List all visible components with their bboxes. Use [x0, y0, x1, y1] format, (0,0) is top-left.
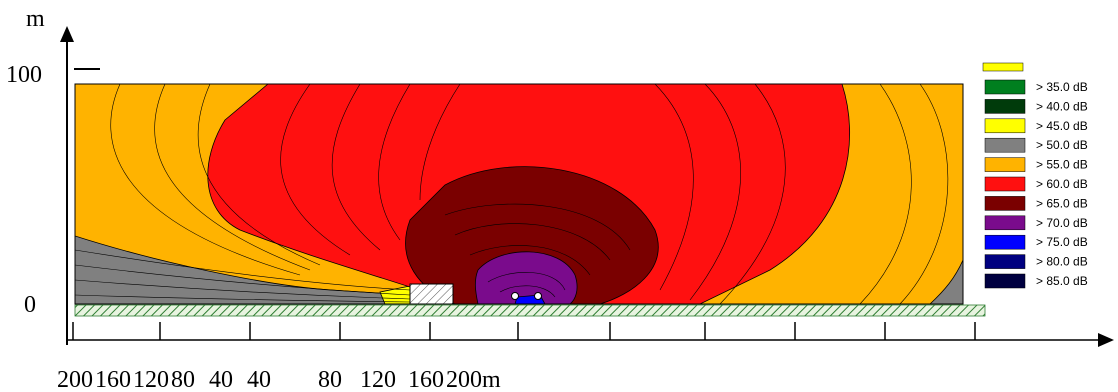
x-tick-label: 160: [408, 367, 444, 392]
legend-swatch: [984, 273, 1026, 289]
legend-swatch: [984, 99, 1026, 114]
contour-bands: [75, 84, 963, 304]
x-tick-labels: 200 160 120 80 40 40 80 120 160 200m: [57, 367, 501, 392]
band-65: [405, 166, 659, 304]
legend-swatch: [984, 137, 1026, 153]
legend-swatch: [984, 254, 1026, 269]
legend-swatch: [984, 157, 1026, 172]
plot-border: [74, 83, 964, 305]
x-tick-label: 80: [171, 367, 195, 392]
legend-label: > 50.0 dB: [1036, 138, 1088, 152]
y-unit-label: m: [26, 6, 45, 32]
x-tick-label: 160: [95, 367, 131, 392]
x-tick-label: 200m: [446, 367, 501, 392]
contour-lines: [75, 84, 949, 304]
legend-label: > 55.0 dB: [1036, 158, 1088, 172]
x-axis-arrow: [1098, 333, 1114, 347]
legend-label: > 45.0 dB: [1036, 119, 1088, 133]
legend-label: > 70.0 dB: [1036, 216, 1088, 230]
building-obstacle: [409, 283, 454, 305]
legend-label: > 35.0 dB: [1036, 80, 1088, 94]
x-tick-label: 200: [57, 367, 93, 392]
legend-swatch: [984, 215, 1026, 231]
legend: > 35.0 dB > 40.0 dB > 45.0 dB > 50.0 dB > 55…: [982, 62, 1088, 289]
receiver-point-right: [534, 292, 542, 300]
legend-swatch: [984, 118, 1026, 134]
y-axis-arrow: [60, 26, 74, 42]
x-tick-label: 120: [360, 367, 396, 392]
legend-label: > 40.0 dB: [1036, 99, 1088, 113]
y-tick-label-0: 0: [24, 292, 36, 318]
x-tick-label: 40: [209, 367, 233, 392]
legend-label: > 75.0 dB: [1036, 235, 1088, 249]
legend-label: > 80.0 dB: [1036, 255, 1088, 269]
legend-swatch: [984, 234, 1026, 250]
receiver-point-left: [511, 292, 519, 300]
legend-swatch: [984, 176, 1026, 192]
legend-label: > 85.0 dB: [1036, 274, 1088, 288]
x-axis-ticks: [72, 322, 976, 340]
band-70: [474, 251, 578, 304]
x-tick-label: 40: [247, 367, 271, 392]
legend-swatch: [984, 79, 1026, 95]
x-tick-label: 80: [318, 367, 342, 392]
legend-swatch-partial: [982, 62, 1024, 72]
band-50-right: [929, 259, 963, 304]
legend-swatch: [984, 196, 1026, 211]
x-tick-label: 120: [133, 367, 169, 392]
band-45-left: [379, 285, 411, 304]
ground-strip: [74, 304, 986, 317]
y-tick-label-100: 100: [6, 62, 42, 88]
legend-label: > 65.0 dB: [1036, 196, 1088, 210]
legend-label: > 60.0 dB: [1036, 177, 1088, 191]
